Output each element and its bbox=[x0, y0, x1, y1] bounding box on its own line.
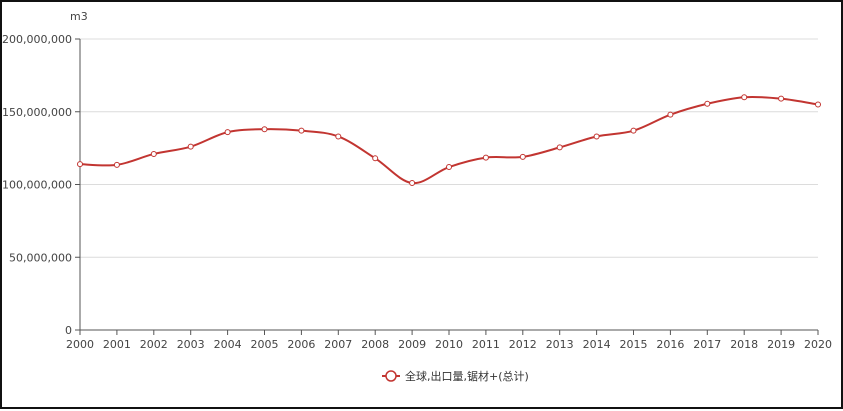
y-tick-labels: 0 50,000,000 100,000,000 150,000,000 200,000… bbox=[2, 33, 72, 337]
data-point[interactable] bbox=[519, 153, 526, 160]
data-point[interactable] bbox=[298, 127, 305, 134]
x-tick-label: 2002 bbox=[140, 338, 168, 351]
x-tick-label: 2003 bbox=[177, 338, 205, 351]
x-tick-label: 2010 bbox=[435, 338, 463, 351]
x-tick-label: 2013 bbox=[546, 338, 574, 351]
data-point[interactable] bbox=[556, 144, 563, 151]
data-point[interactable] bbox=[593, 133, 600, 140]
x-tick-label: 2019 bbox=[767, 338, 795, 351]
x-tick-label: 2018 bbox=[730, 338, 758, 351]
data-point[interactable] bbox=[187, 143, 194, 150]
grid-lines bbox=[80, 38, 818, 258]
x-tick-label: 2004 bbox=[214, 338, 242, 351]
data-point[interactable] bbox=[630, 127, 637, 134]
y-tick-label: 150,000,000 bbox=[2, 106, 72, 119]
legend-label: 全球,出口量,锯材+(总计) bbox=[405, 369, 529, 383]
y-tick-label: 100,000,000 bbox=[2, 179, 72, 192]
x-tick-label: 2008 bbox=[361, 338, 389, 351]
x-tick-label: 2017 bbox=[693, 338, 721, 351]
x-tick-label: 2006 bbox=[287, 338, 315, 351]
y-tick-label: 50,000,000 bbox=[9, 251, 72, 264]
data-point[interactable] bbox=[815, 101, 821, 108]
data-point[interactable] bbox=[482, 154, 489, 161]
axes bbox=[75, 38, 819, 335]
data-point[interactable] bbox=[77, 161, 83, 168]
x-tick-label: 2012 bbox=[509, 338, 537, 351]
data-point[interactable] bbox=[372, 155, 379, 162]
data-point[interactable] bbox=[704, 100, 711, 107]
data-point[interactable] bbox=[667, 111, 674, 118]
data-point[interactable] bbox=[409, 180, 416, 187]
x-tick-label: 2009 bbox=[398, 338, 426, 351]
data-point[interactable] bbox=[150, 150, 157, 157]
data-point[interactable] bbox=[741, 94, 748, 101]
data-point[interactable] bbox=[446, 164, 452, 171]
y-tick-label: 0 bbox=[65, 324, 72, 337]
x-tick-label: 2015 bbox=[620, 338, 648, 351]
y-unit-label: m3 bbox=[70, 10, 88, 23]
data-point[interactable] bbox=[778, 95, 785, 102]
x-tick-label: 2016 bbox=[656, 338, 684, 351]
x-tick-label: 2001 bbox=[103, 338, 131, 351]
x-tick-labels: 2000 2001 2002 2003 2004 2005 2006 2007 2008 2009… bbox=[66, 338, 832, 351]
x-tick-label: 2007 bbox=[324, 338, 352, 351]
data-point[interactable] bbox=[335, 133, 342, 140]
x-tick-label: 2005 bbox=[251, 338, 279, 351]
y-tick-label: 200,000,000 bbox=[2, 33, 72, 46]
series-line bbox=[79, 95, 819, 185]
x-tick-label: 2011 bbox=[472, 338, 500, 351]
x-tick-label: 2020 bbox=[804, 338, 832, 351]
data-point[interactable] bbox=[224, 129, 231, 136]
series-layer bbox=[77, 94, 821, 187]
x-tick-label: 2000 bbox=[66, 338, 94, 351]
x-tick-label: 2014 bbox=[583, 338, 611, 351]
legend-marker-icon bbox=[385, 370, 397, 382]
legend[interactable]: 全球,出口量,锯材+(总计) bbox=[382, 369, 529, 383]
data-point[interactable] bbox=[261, 126, 268, 133]
data-point[interactable] bbox=[113, 161, 120, 168]
